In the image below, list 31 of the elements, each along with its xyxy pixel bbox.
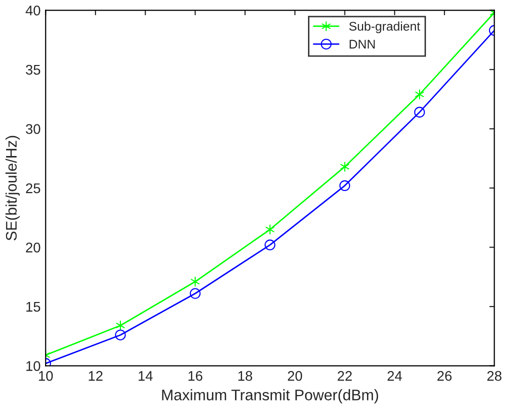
legend-label: DNN bbox=[350, 40, 375, 48]
x-tick-label: 20 bbox=[288, 371, 302, 381]
point bbox=[115, 330, 126, 340]
x-tick-label: 26 bbox=[437, 371, 452, 381]
y-tick-label: 35 bbox=[26, 64, 40, 75]
point bbox=[414, 89, 424, 100]
y-tick-label: 15 bbox=[26, 302, 40, 312]
point bbox=[116, 320, 126, 331]
x-axis-title: Maximum Transmit Power(dBm) bbox=[162, 389, 378, 404]
x-tick-label: 14 bbox=[138, 371, 153, 381]
y-axis-title: SE(bit/joule/Hz) bbox=[6, 136, 20, 240]
legend-label: Sub-gradient bbox=[349, 22, 420, 34]
x-tick-label: 18 bbox=[238, 371, 252, 381]
x-tick-label: 10 bbox=[38, 371, 53, 381]
point bbox=[190, 276, 200, 288]
point bbox=[414, 106, 425, 118]
x-tick-label: 16 bbox=[188, 371, 202, 381]
point bbox=[190, 288, 201, 299]
y-tick-label: 40 bbox=[26, 6, 40, 16]
point bbox=[340, 161, 350, 172]
y-tick-label: 20 bbox=[26, 242, 40, 252]
x-tick-label: 22 bbox=[338, 371, 352, 381]
point bbox=[264, 240, 276, 250]
y-tick-label: 30 bbox=[26, 124, 40, 134]
y-tick-label: 10 bbox=[26, 361, 40, 371]
point bbox=[265, 224, 275, 235]
y-tick-label: 25 bbox=[26, 183, 40, 194]
point bbox=[339, 180, 350, 192]
x-tick-label: 12 bbox=[88, 371, 103, 381]
x-tick-label: 24 bbox=[388, 371, 402, 381]
x-tick-label: 28 bbox=[487, 371, 502, 381]
